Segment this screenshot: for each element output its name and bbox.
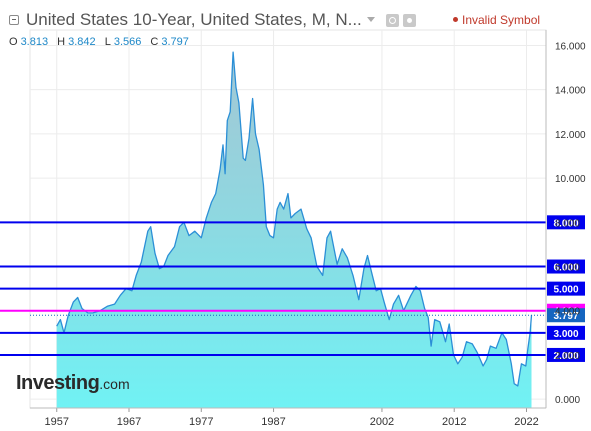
x-tick-label: 2022 [514,416,538,428]
gear-icon[interactable] [403,14,416,27]
x-tick-label: 1967 [117,416,141,428]
level-label-text: 6.000 [553,263,578,274]
logo-main-text: Investing [16,372,100,394]
status-dot-icon [453,17,458,22]
collapse-icon[interactable] [9,15,19,25]
x-tick-label: 1957 [44,416,68,428]
level-label-text: 8.000 [553,218,578,229]
level-label-box [547,215,585,230]
y-tick-label: 8.000 [555,218,580,229]
logo-tld-text: .com [99,376,130,392]
investing-logo: Investing.com [16,372,130,395]
level-label-text: 3.000 [553,329,578,340]
ohlc-open-key: O [9,36,18,48]
y-tick-label: 16.000 [555,41,586,52]
ohlc-low-key: L [104,36,111,48]
ohlc-readout: O 3.813 H 3.842 L 3.566 C 3.797 [9,36,195,48]
status-text: Invalid Symbol [462,13,541,27]
y-tick-label: 6.000 [555,263,580,274]
x-tick-label: 2012 [442,416,466,428]
y-tick-label: 12.000 [555,130,586,141]
chevron-down-icon[interactable] [367,17,375,22]
y-tick-label: 14.000 [555,86,586,97]
ohlc-close-value: 3.797 [161,36,189,48]
ohlc-close-key: C [150,36,159,48]
x-tick-label: 2002 [370,416,394,428]
ohlc-high-key: H [57,36,66,48]
level-label-box [547,281,585,296]
y-tick-label: 4.000 [555,307,580,318]
x-tick-label: 1977 [189,416,213,428]
y-tick-label: 0.000 [555,395,580,406]
current-price-label-box [547,308,585,323]
level-label-box [547,347,585,362]
current-price-label-text: 3.797 [553,311,578,322]
ohlc-low-value: 3.566 [113,36,142,48]
level-label-box [547,259,585,274]
y-tick-label: 2.000 [555,351,580,362]
ohlc-high-value: 3.842 [68,36,96,48]
chart-header: United States 10-Year, United States, M,… [0,0,591,48]
y-tick-label: 10.000 [555,174,586,185]
level-label-text: 5.000 [553,285,578,296]
series-line [56,51,533,387]
eye-icon[interactable] [386,14,399,27]
series-area-fill [56,52,532,408]
chart-title[interactable]: United States 10-Year, United States, M,… [26,10,362,29]
level-label-box [547,325,585,340]
ohlc-open-value: 3.813 [20,36,49,48]
level-label-text: 2.000 [553,351,578,362]
x-tick-label: 1987 [261,416,285,428]
